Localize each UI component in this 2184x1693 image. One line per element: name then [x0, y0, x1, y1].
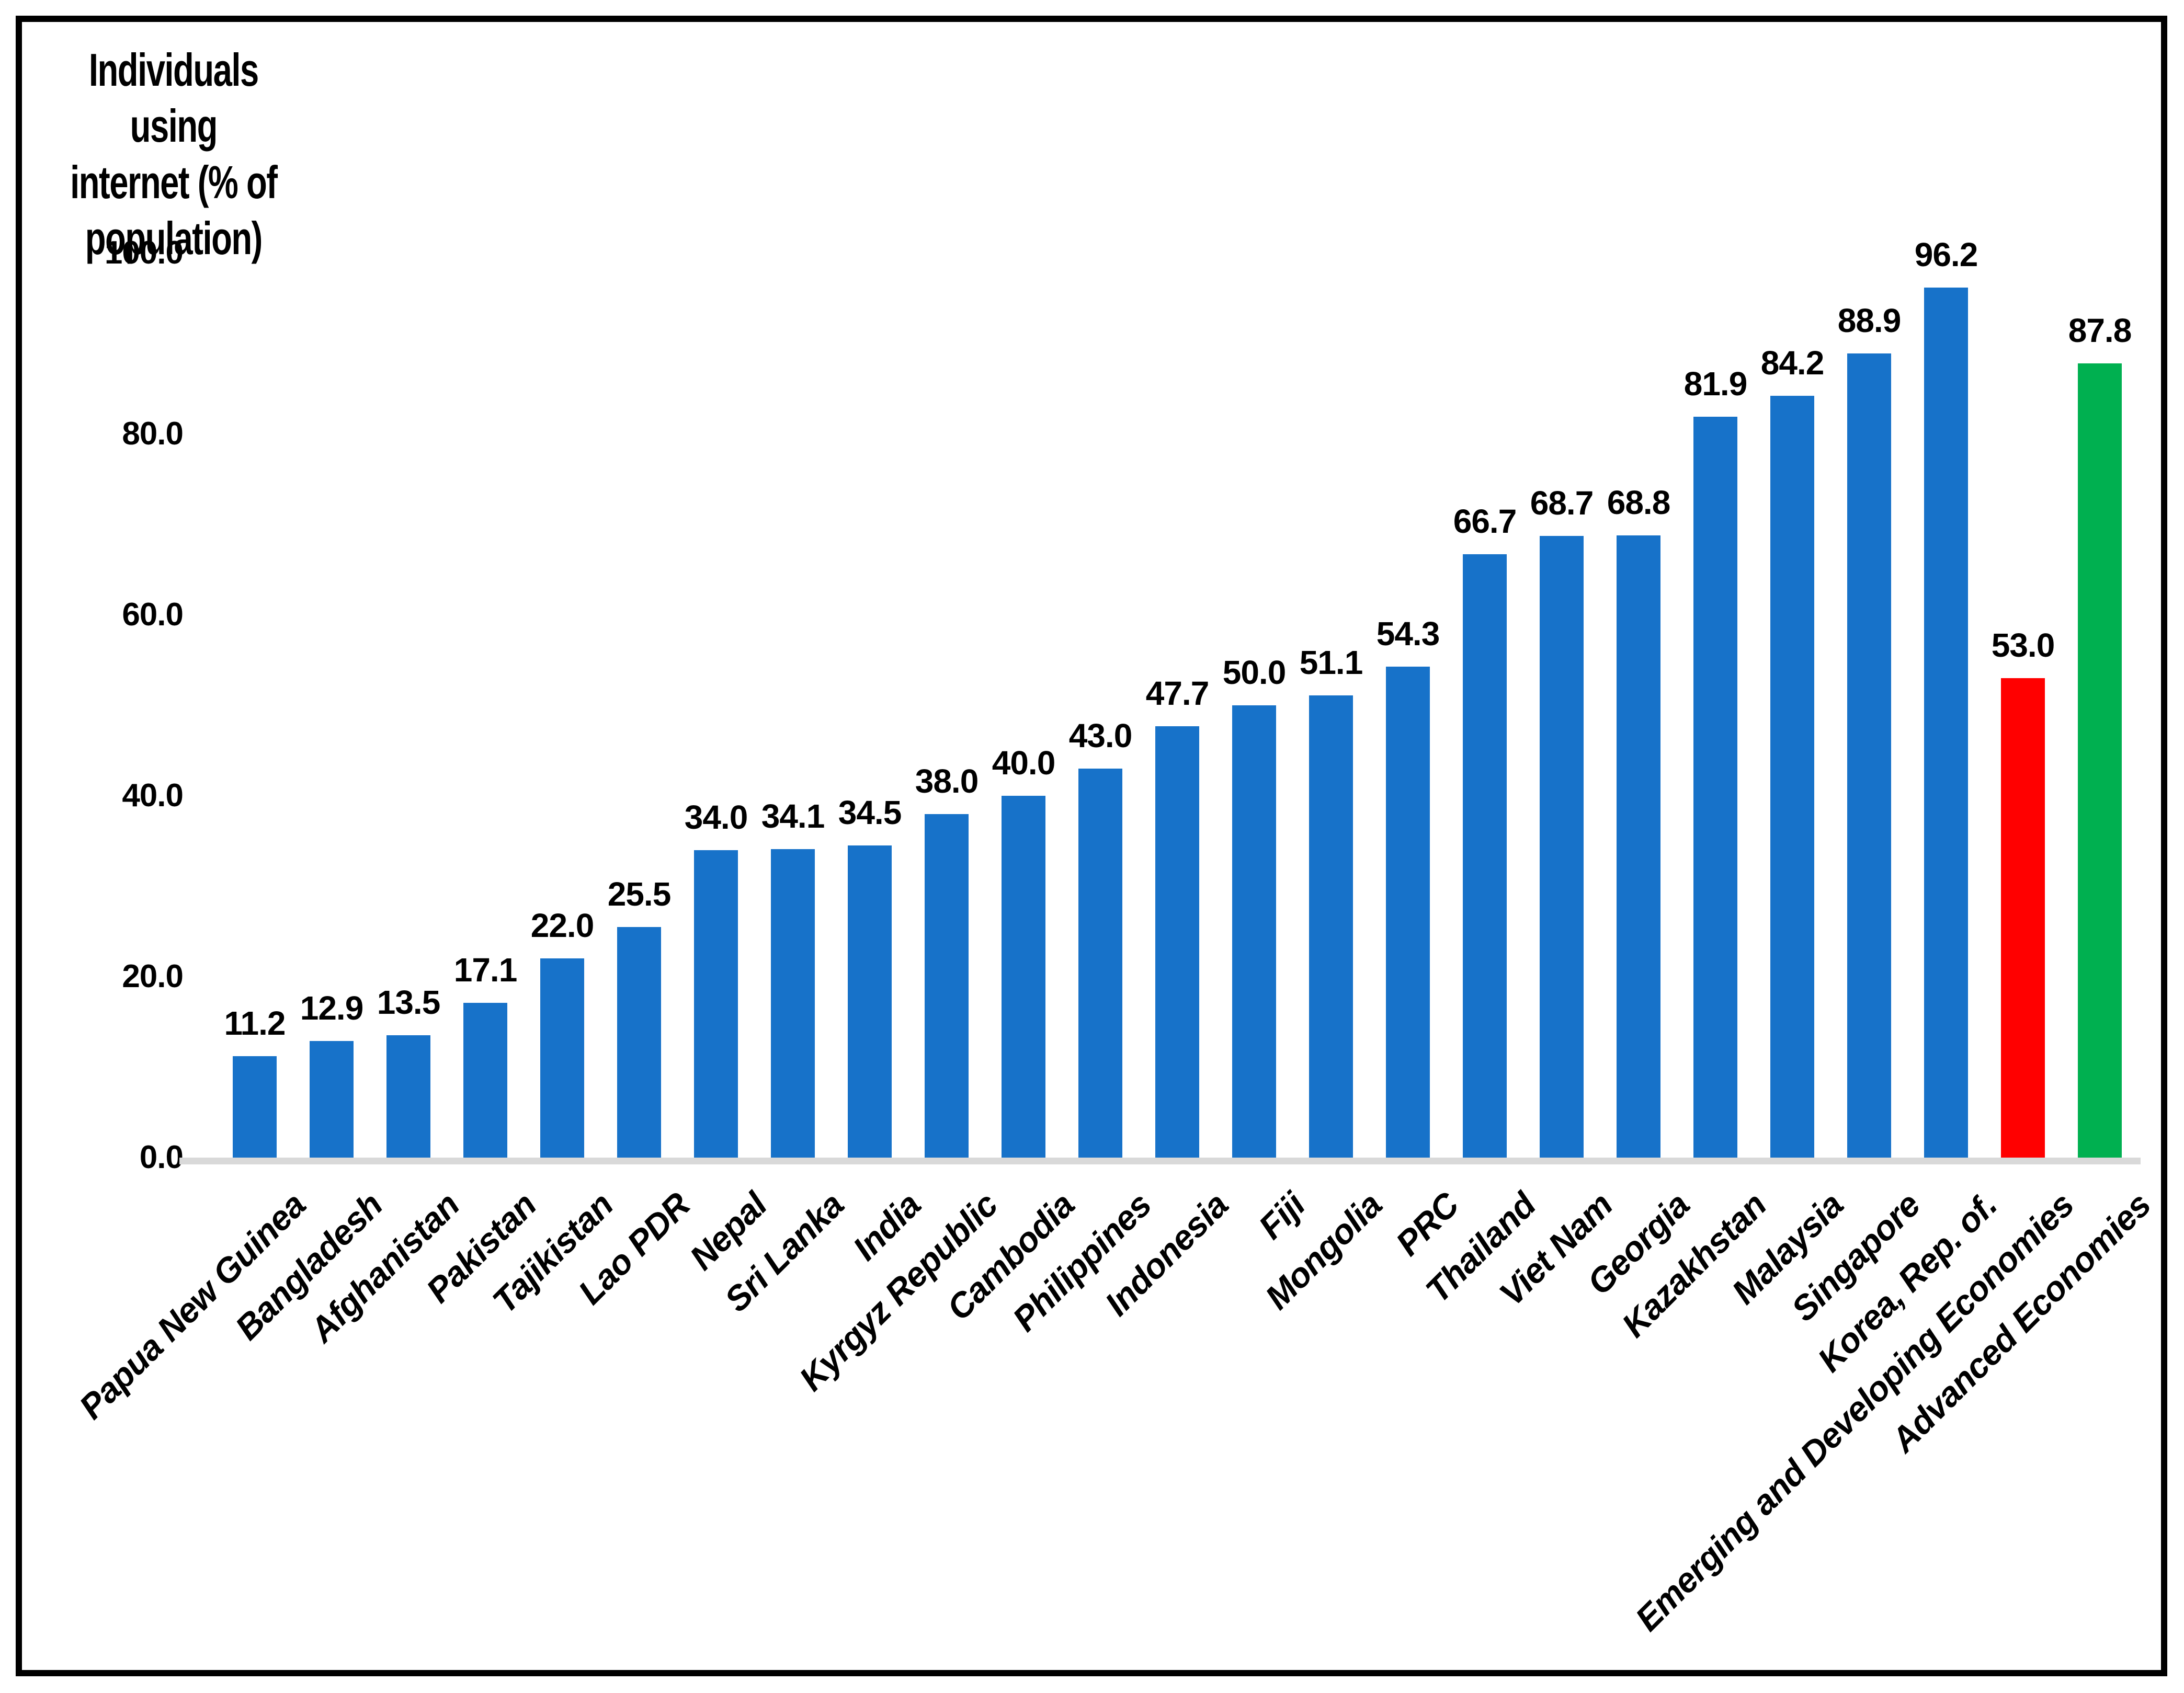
- bar-value-label: 34.1: [761, 797, 825, 835]
- bar-malaysia: [1770, 396, 1814, 1158]
- bar-kyrgyz-republic: [925, 814, 969, 1158]
- bar-singapore: [1847, 353, 1891, 1158]
- y-axis-tick-label: 40.0: [122, 777, 184, 814]
- bar-india: [848, 845, 892, 1158]
- bar-viet-nam: [1540, 536, 1584, 1158]
- bar-value-label: 13.5: [377, 983, 441, 1021]
- bar-value-label: 87.8: [2068, 312, 2132, 349]
- bar-value-label: 84.2: [1760, 344, 1825, 382]
- bar-value-label: 68.7: [1530, 484, 1594, 522]
- bar-bangladesh: [310, 1041, 354, 1158]
- bar-value-label: 38.0: [915, 762, 979, 800]
- y-axis-title-line-2: internet (% of: [70, 156, 278, 208]
- bar-value-label: 12.9: [300, 989, 364, 1027]
- bar-indonesia: [1155, 726, 1199, 1158]
- y-axis-tick-label: 60.0: [122, 597, 184, 633]
- y-axis-tick-label: 20.0: [122, 958, 184, 994]
- bar-value-label: 54.3: [1376, 615, 1440, 653]
- bar-value-label: 68.8: [1607, 484, 1671, 521]
- bar-value-label: 11.2: [224, 1004, 286, 1042]
- bar-value-label: 96.2: [1914, 236, 1978, 273]
- bar-papua-new-guinea: [233, 1056, 277, 1158]
- bar-mongolia: [1309, 695, 1353, 1158]
- bar-korea-rep-of-: [1924, 288, 1968, 1158]
- y-axis-title-line-3: population): [85, 212, 263, 265]
- bar-value-label: 40.0: [992, 744, 1056, 782]
- bar-value-label: 34.0: [684, 798, 748, 836]
- bar-value-label: 17.1: [453, 951, 518, 989]
- y-axis-tick-label: 0.0: [139, 1139, 184, 1175]
- bar-value-label: 81.9: [1684, 365, 1748, 403]
- bar-nepal: [694, 850, 738, 1158]
- bar-kazakhstan: [1693, 417, 1737, 1158]
- bar-lao-pdr: [617, 927, 661, 1158]
- bar-value-label: 50.0: [1222, 654, 1287, 691]
- bar-pakistan: [463, 1003, 507, 1158]
- chart-border: [16, 16, 2167, 1676]
- bar-tajikistan: [540, 958, 584, 1158]
- bar-cambodia: [1002, 796, 1045, 1158]
- x-axis-line: [179, 1158, 2141, 1164]
- bar-value-label: 25.5: [607, 875, 672, 913]
- bar-value-label: 34.5: [838, 794, 902, 831]
- bar-philippines: [1078, 769, 1122, 1158]
- y-axis-tick-label: 100.0: [104, 235, 184, 271]
- bar-fiji: [1232, 705, 1276, 1158]
- y-axis-tick-label: 80.0: [122, 416, 184, 452]
- bar-value-label: 88.9: [1837, 302, 1902, 339]
- bar-value-label: 53.0: [1991, 626, 2055, 664]
- bar-value-label: 43.0: [1068, 717, 1133, 754]
- bar-thailand: [1463, 554, 1507, 1158]
- bar-sri-lanka: [771, 849, 815, 1158]
- bar-value-label: 51.1: [1299, 644, 1363, 681]
- bar-prc: [1386, 667, 1430, 1158]
- bar-georgia: [1617, 535, 1660, 1158]
- y-axis-title-line-1: Individuals using: [88, 44, 259, 152]
- y-axis-title: Individuals using internet (% of populat…: [50, 42, 298, 266]
- bar-advanced-economies: [2078, 363, 2122, 1158]
- bar-afghanistan: [386, 1035, 430, 1158]
- bar-emerging-and-developing-economies: [2001, 678, 2045, 1158]
- bar-value-label: 47.7: [1145, 674, 1210, 712]
- x-axis-category-label: Fiji: [1251, 1185, 1313, 1246]
- bar-value-label: 66.7: [1453, 502, 1517, 540]
- bar-value-label: 22.0: [530, 907, 595, 944]
